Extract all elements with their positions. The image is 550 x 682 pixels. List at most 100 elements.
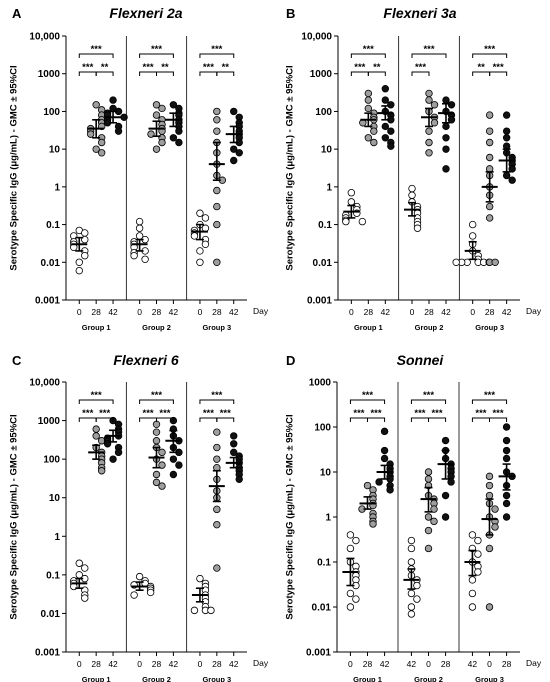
- data-point: [213, 107, 221, 116]
- data-point: [346, 603, 355, 611]
- data-point: [474, 568, 482, 576]
- data-point: [468, 576, 477, 584]
- y-tick-label: 1000: [38, 416, 61, 427]
- x-tick-label: 28: [152, 659, 162, 669]
- data-point: [381, 134, 390, 142]
- data-point: [407, 544, 416, 553]
- data-point: [92, 101, 100, 109]
- significance-bracket: [139, 53, 174, 58]
- data-point: [175, 127, 183, 135]
- y-tick-label: 10: [49, 493, 61, 504]
- data-point: [381, 85, 390, 93]
- data-point: [508, 165, 516, 173]
- data-point: [97, 138, 106, 147]
- data-point: [407, 589, 416, 598]
- significance-bracket: [199, 399, 235, 404]
- data-point: [425, 96, 433, 104]
- significance-label: ***: [99, 408, 110, 419]
- data-point: [130, 251, 138, 260]
- data-point: [442, 145, 450, 153]
- data-point: [347, 188, 356, 197]
- data-point: [430, 517, 438, 526]
- y-tick-label: 100: [315, 107, 332, 118]
- significance-label: ***: [211, 44, 222, 55]
- data-point: [447, 478, 455, 486]
- y-tick-label: 0.1: [46, 220, 60, 231]
- x-tick-label: 42: [108, 307, 118, 317]
- x-tick-label: 42: [169, 659, 179, 669]
- data-point: [92, 432, 100, 440]
- data-point: [380, 454, 389, 463]
- data-point: [413, 581, 421, 590]
- data-point: [352, 536, 360, 545]
- x-tick-label: 28: [212, 307, 222, 317]
- data-point: [363, 481, 372, 490]
- data-point: [92, 425, 100, 433]
- x-unit-label: Day: [253, 658, 269, 668]
- y-tick-label: 100: [43, 107, 60, 118]
- data-point: [468, 220, 477, 229]
- significance-label: **: [222, 62, 230, 73]
- data-point: [364, 104, 373, 113]
- data-point: [230, 440, 238, 448]
- x-tick-label: 28: [91, 659, 101, 669]
- x-tick-label: 0: [349, 307, 354, 317]
- significance-label: ***: [493, 62, 504, 73]
- group-label: Group 1: [353, 675, 382, 682]
- significance-label: ***: [203, 62, 214, 73]
- x-tick-label: 0: [198, 307, 203, 317]
- data-point: [425, 149, 433, 157]
- data-point: [75, 258, 83, 266]
- data-point: [346, 531, 355, 539]
- data-point: [381, 96, 390, 104]
- data-point: [491, 258, 499, 266]
- significance-bracket: [489, 71, 508, 76]
- significance-label: ***: [362, 390, 373, 401]
- significance-label: ***: [91, 44, 102, 55]
- data-point: [387, 142, 395, 150]
- data-point: [408, 184, 416, 193]
- y-axis-label: Serotype Specific IgG (μg/mL) - GMC ± 95…: [285, 414, 296, 619]
- x-tick-label: 42: [468, 659, 478, 669]
- significance-label: ***: [370, 408, 381, 419]
- group-label: Group 3: [475, 675, 504, 682]
- data-point: [424, 544, 433, 553]
- data-point: [213, 443, 221, 452]
- data-point: [75, 266, 83, 275]
- data-point: [364, 96, 373, 104]
- group-label: Group 3: [475, 323, 504, 332]
- data-point: [141, 255, 149, 263]
- significance-label: ***: [143, 62, 154, 73]
- data-point: [425, 138, 433, 147]
- significance-label: ***: [484, 44, 495, 55]
- data-point: [381, 122, 390, 131]
- significance-label: ***: [423, 390, 434, 401]
- significance-label: **: [373, 62, 381, 73]
- x-tick-label: 42: [169, 307, 179, 317]
- significance-label: ***: [203, 408, 214, 419]
- significance-label: ***: [363, 44, 374, 55]
- data-point: [201, 214, 210, 222]
- data-point: [235, 475, 243, 484]
- x-tick-label: 0: [137, 307, 142, 317]
- y-tick-label: 1000: [310, 69, 333, 80]
- group-label: Group 2: [142, 323, 171, 332]
- data-point: [424, 468, 433, 476]
- y-tick-label: 10,000: [29, 378, 60, 389]
- data-point: [158, 104, 166, 113]
- data-point: [413, 595, 421, 603]
- data-point: [442, 96, 450, 104]
- significance-bracket: [410, 399, 447, 404]
- data-point: [81, 251, 89, 260]
- y-axis-label: Serotype Specific IgG (μg/mL) - GMC ± 95…: [285, 65, 296, 270]
- significance-bracket: [411, 53, 447, 58]
- data-point: [485, 127, 494, 135]
- data-point: [380, 446, 389, 455]
- data-point: [213, 520, 221, 529]
- significance-bracket: [139, 399, 174, 404]
- data-point: [491, 505, 499, 513]
- data-point: [502, 446, 511, 455]
- data-point: [196, 258, 204, 266]
- x-tick-label: 28: [363, 659, 373, 669]
- panel-letter: B: [286, 6, 295, 21]
